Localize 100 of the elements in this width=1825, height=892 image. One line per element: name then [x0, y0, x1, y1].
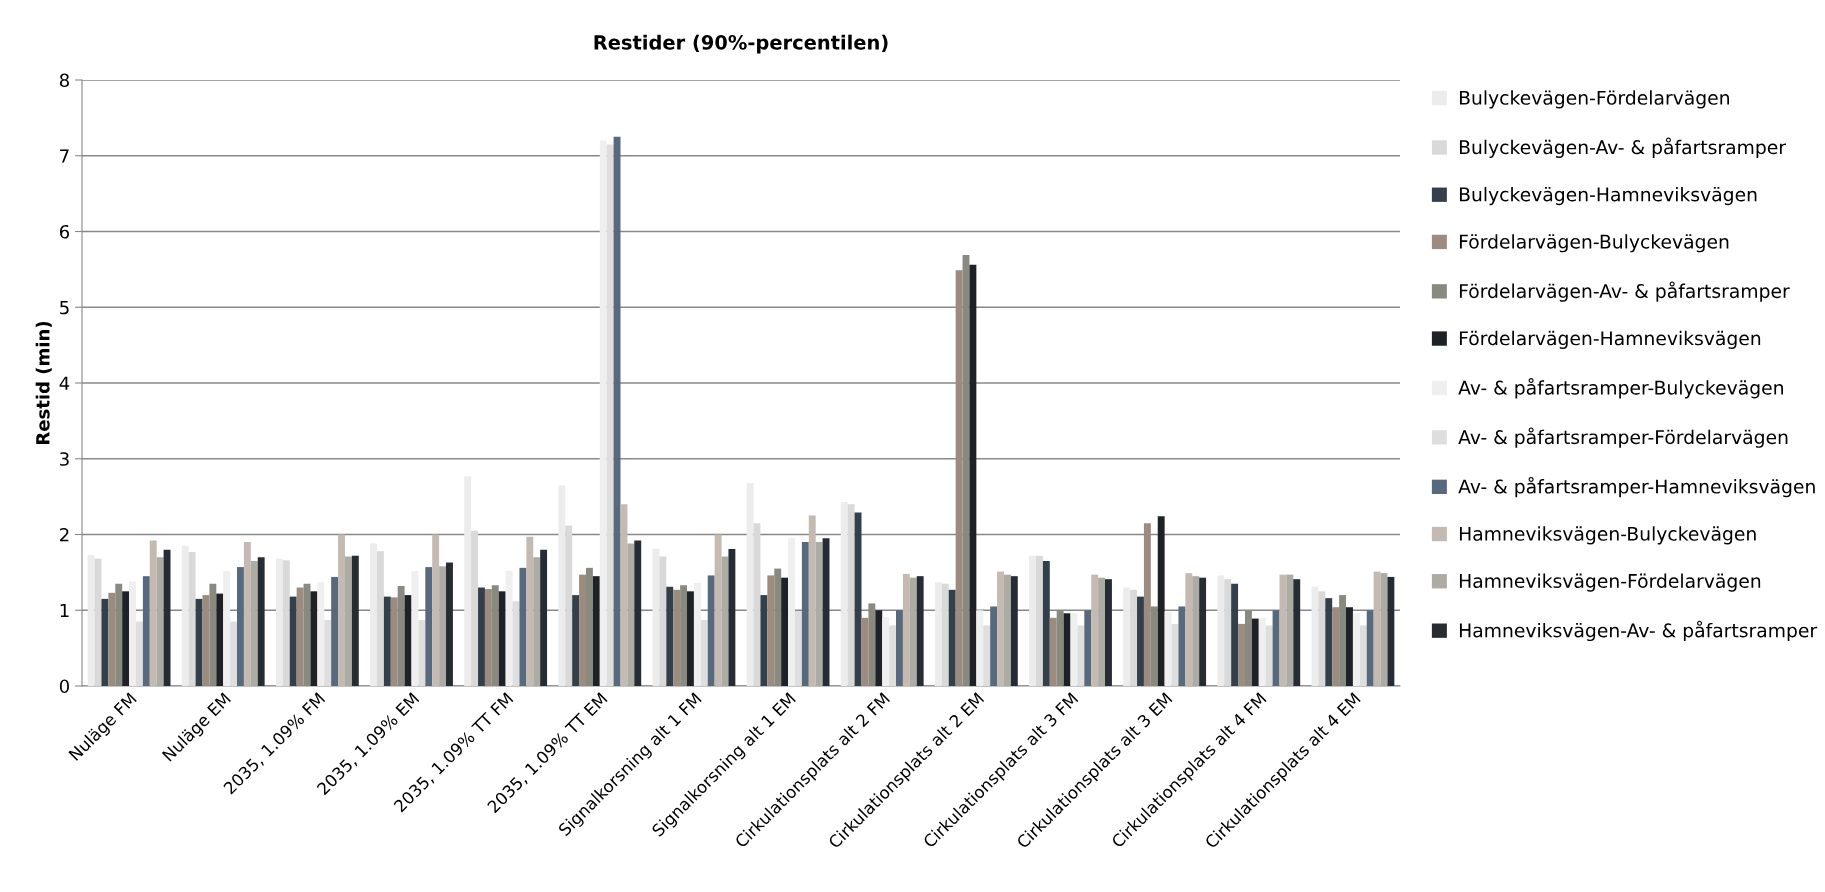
bar	[854, 512, 862, 686]
bar	[310, 591, 318, 686]
bar	[1123, 587, 1131, 686]
bar	[390, 597, 398, 686]
bar	[1359, 625, 1367, 686]
bar	[746, 482, 754, 686]
y-tick-label: 8	[59, 73, 69, 88]
bar	[411, 570, 419, 686]
bar	[1077, 625, 1085, 686]
y-tick-label: 0	[59, 679, 69, 694]
y-tick-label: 4	[59, 376, 70, 390]
bar	[1157, 516, 1165, 686]
bar	[714, 534, 722, 686]
bar	[376, 551, 384, 686]
bar	[324, 620, 332, 686]
bar	[432, 534, 440, 686]
bar	[579, 574, 586, 686]
bar	[439, 566, 447, 686]
bar	[1199, 577, 1207, 686]
bar	[317, 582, 325, 686]
bar	[948, 589, 956, 686]
bar	[627, 543, 635, 686]
bar	[478, 587, 485, 686]
legend-label: Bulyckevägen-Av- & påfartsramper	[1459, 137, 1787, 158]
chart-title: Restider (90%-percentilen)	[594, 34, 888, 54]
bar	[331, 576, 339, 686]
bar	[760, 595, 768, 686]
bar	[997, 571, 1004, 686]
bar	[1293, 579, 1301, 686]
bar	[572, 595, 580, 686]
bar	[606, 144, 614, 686]
bar	[934, 582, 942, 686]
bar	[338, 534, 345, 686]
bar	[142, 576, 150, 686]
bar	[794, 611, 802, 686]
legend-label: Hamneviksvägen-Av- & påfartsramper	[1459, 620, 1818, 642]
bar	[370, 543, 377, 686]
bar	[1373, 571, 1381, 686]
bar	[188, 551, 196, 686]
bar	[916, 576, 924, 686]
bar	[122, 591, 130, 686]
bar	[135, 621, 143, 686]
bar	[592, 576, 600, 686]
y-tick-label: 7	[60, 149, 69, 163]
legend-label: Fördelarvägen-Bulyckevägen	[1459, 234, 1729, 253]
bar	[519, 567, 527, 686]
bar	[955, 270, 963, 686]
y-tick-label: 1	[60, 603, 69, 618]
bar	[673, 589, 681, 686]
bar	[1063, 613, 1071, 686]
legend-label: Av- & påfartsramper-Fördelarvägen	[1458, 427, 1788, 448]
bar	[289, 596, 297, 686]
y-axis-title: Restid (min)	[35, 321, 52, 444]
bar	[505, 570, 513, 686]
bar	[666, 586, 674, 686]
bar	[1192, 576, 1200, 686]
bar	[599, 140, 607, 686]
bar	[257, 557, 265, 686]
bar	[875, 610, 883, 686]
bar	[1325, 598, 1333, 686]
bar	[344, 556, 352, 686]
bar	[498, 591, 506, 686]
bar	[767, 575, 775, 686]
bar	[889, 625, 897, 686]
legend-label: Hamneviksvägen-Fördelarvägen	[1459, 573, 1761, 592]
bar	[351, 555, 359, 686]
bar	[195, 598, 203, 686]
bar	[1178, 606, 1186, 686]
bar	[693, 582, 701, 686]
bar	[1238, 623, 1245, 686]
bar	[1137, 596, 1144, 686]
bar	[969, 264, 977, 686]
bar	[840, 501, 848, 686]
bar	[1387, 576, 1395, 686]
legend-label: Av- & påfartsramper-Hamneviksvägen	[1458, 476, 1815, 498]
bar	[1352, 613, 1360, 686]
bar	[1346, 607, 1353, 686]
bar	[101, 598, 109, 686]
bar	[1164, 611, 1172, 686]
bar	[1130, 589, 1138, 686]
bar	[1318, 591, 1326, 686]
bar	[471, 530, 479, 686]
y-tick-label: 2	[60, 527, 69, 542]
bar	[1258, 617, 1266, 686]
bar	[808, 515, 816, 686]
bar	[847, 504, 855, 686]
bar	[565, 525, 573, 686]
bar	[976, 610, 984, 686]
bar	[990, 606, 998, 686]
bar	[1224, 579, 1232, 686]
bar	[902, 573, 910, 686]
bar	[250, 561, 258, 686]
bar	[728, 548, 736, 686]
bar	[1366, 610, 1374, 686]
bar	[1286, 574, 1294, 686]
bar	[1185, 573, 1193, 686]
bar	[296, 587, 304, 686]
bar	[216, 593, 224, 686]
legend-label: Fördelarvägen-Hamneviksvägen	[1459, 330, 1761, 349]
bar	[815, 542, 823, 686]
